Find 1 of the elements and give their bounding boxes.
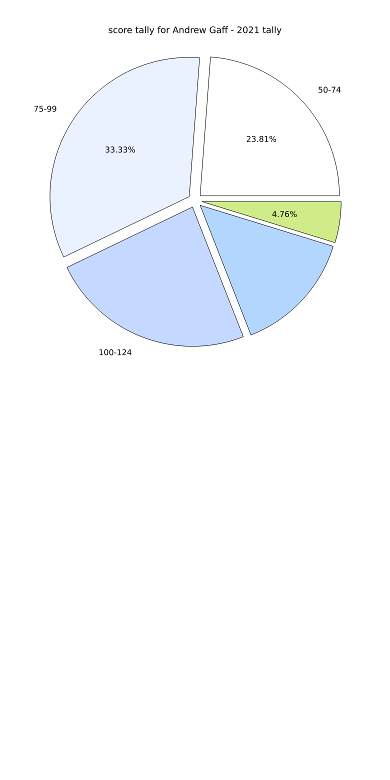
chart-title: score tally for Andrew Gaff - 2021 tally — [108, 26, 282, 35]
